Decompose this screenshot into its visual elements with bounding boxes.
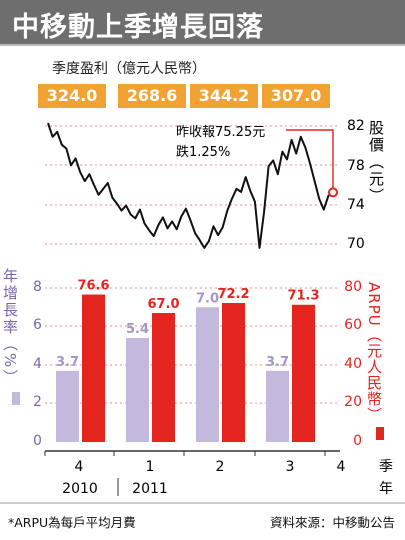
x-suffix-quarter: 季 (379, 459, 393, 475)
x-label-q2-2011: 2 (216, 459, 225, 475)
growth-value-label: 3.7 (56, 355, 79, 370)
right-tick-60: 60 (344, 317, 362, 333)
profit-box-2: 268.6 (118, 84, 186, 108)
profit-box-1: 324.0 (38, 84, 106, 108)
chart-title: 中移動上季增長回落 (12, 12, 264, 43)
arpu-bar (152, 313, 175, 442)
left-tick-0: 0 (33, 433, 42, 449)
right-tick-80: 80 (344, 279, 362, 295)
profit-label: 季度盈利（億元人民幣） (52, 61, 206, 77)
x-label-q4-2010: 4 (75, 459, 84, 475)
arpu-bar (222, 303, 245, 442)
profit-box-4: 307.0 (262, 84, 330, 108)
arpu-bar (82, 294, 105, 442)
x-ticks (44, 451, 326, 456)
left-tick-6: 6 (33, 317, 42, 333)
growth-value-label: 3.7 (266, 355, 289, 370)
growth-value-label: 5.4 (126, 322, 149, 337)
right-axis-label: ARPU（元人民幣） (365, 282, 383, 423)
left-tick-2: 2 (33, 394, 42, 410)
growth-bar (126, 338, 149, 442)
growth-bar (56, 370, 79, 442)
stock-tick-74: 74 (347, 197, 365, 213)
growth-value-label: 7.0 (196, 291, 219, 306)
year-label-2011: 2011 (132, 481, 168, 497)
title-bar: 中移動上季增長回落 (0, 0, 405, 46)
annotation-change: 跌1.25% (176, 144, 230, 160)
right-tick-0: 0 (353, 433, 362, 449)
arpu-legend-swatch (376, 427, 384, 440)
left-tick-8: 8 (33, 279, 42, 295)
growth-legend-swatch (12, 392, 20, 405)
bar-series: 3.7 76.6 5.4 67.0 7.072.2 3.7 71.3 (56, 279, 320, 442)
arpu-value-label: 76.6 (77, 279, 109, 294)
left-tick-4: 4 (33, 356, 42, 372)
stock-price-line (47, 122, 334, 249)
last-price-marker (328, 187, 338, 198)
x-suffix-year: 年 (379, 481, 393, 497)
arpu-value-label: 72.2 (217, 287, 249, 302)
x-label-q1-2011: 1 (146, 459, 155, 475)
gridlines (45, 125, 340, 404)
year-label-2010: 2010 (62, 481, 98, 497)
stock-tick-82: 82 (347, 118, 365, 134)
left-axis-label: 年增長率（%） (1, 268, 19, 386)
source-note: 資料來源：中移動公告 (269, 515, 395, 530)
annotation-leader (286, 129, 334, 189)
arpu-bar (292, 304, 315, 442)
arpu-value-label: 67.0 (147, 297, 179, 312)
x-label-q3-2011: 3 (286, 459, 295, 475)
stock-tick-70: 70 (347, 236, 365, 252)
profit-box-3: 344.2 (190, 84, 258, 108)
x-label-q4-2011: 4 (337, 459, 346, 475)
growth-bar (266, 370, 289, 442)
right-tick-40: 40 (344, 356, 362, 372)
annotation-price: 昨收報75.25元 (176, 125, 265, 140)
arpu-value-label: 71.3 (287, 289, 319, 304)
stock-axis-label: 股價（元） (367, 120, 385, 205)
stock-tick-78: 78 (347, 158, 365, 174)
growth-bar (196, 307, 219, 442)
footnote: *ARPU為每戶平均月費 (8, 515, 136, 530)
right-tick-20: 20 (344, 394, 362, 410)
